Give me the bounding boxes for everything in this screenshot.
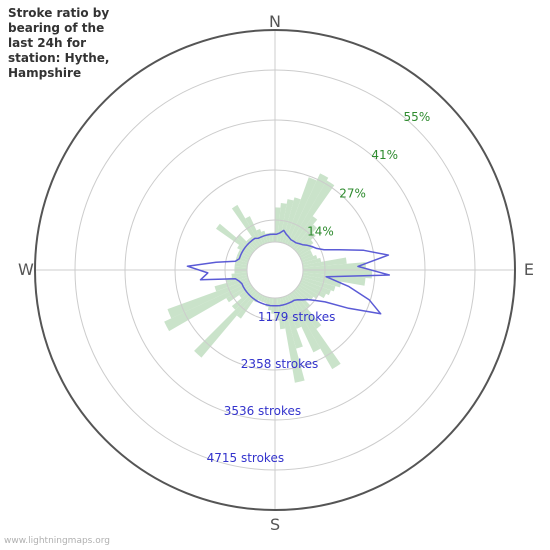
percent-label: 14% — [307, 225, 334, 239]
stroke-count-label: 3536 strokes — [224, 404, 301, 418]
stroke-count-label: 2358 strokes — [241, 357, 318, 371]
inner-ring — [247, 242, 303, 298]
percent-label: 41% — [371, 148, 398, 162]
polar-chart: 14% 27% 41% 55% 1179 strokes 2358 strokes 3536… — [0, 0, 550, 550]
stroke-count-label: 4715 strokes — [207, 451, 284, 465]
stroke-count-label: 1179 strokes — [258, 310, 335, 324]
attribution: www.lightningmaps.org — [4, 536, 110, 546]
percent-label: 27% — [339, 186, 366, 200]
percent-label: 55% — [404, 110, 431, 124]
